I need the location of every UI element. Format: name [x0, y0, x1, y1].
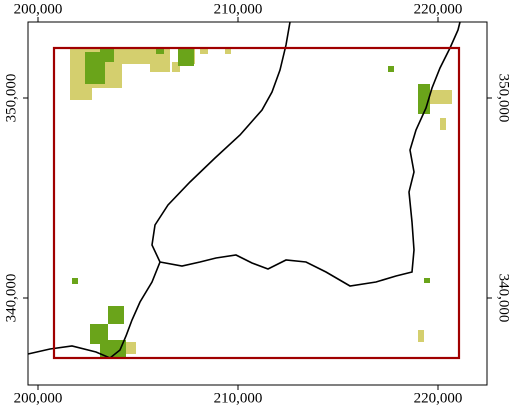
y-tick-label: 340,000: [496, 274, 512, 323]
x-tick-label: 200,000: [14, 390, 63, 406]
x-tick-label: 220,000: [414, 1, 463, 17]
y-tick-label: 340,000: [3, 274, 19, 323]
study-area: [52, 46, 461, 360]
x-tick-label: 200,000: [14, 1, 63, 17]
y-tick-label: 350,000: [3, 74, 19, 123]
x-tick-label: 210,000: [214, 1, 263, 17]
boundary: [27, 21, 461, 359]
land-patches: [70, 48, 452, 358]
y-tick-label: 350,000: [496, 74, 512, 123]
x-tick-label: 220,000: [414, 390, 463, 406]
plot-frame: [27, 21, 488, 386]
x-tick-label: 210,000: [214, 390, 263, 406]
